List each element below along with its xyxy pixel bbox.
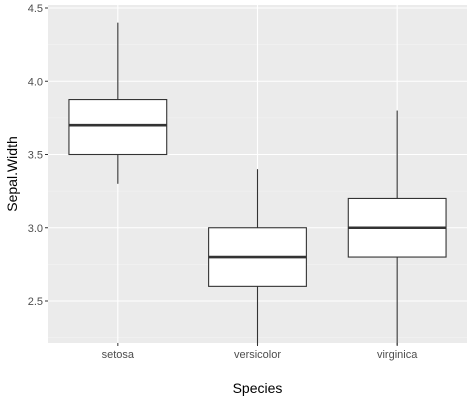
box-virginica	[347, 110, 447, 345]
x-axis: setosa versicolor virginica	[102, 343, 418, 361]
y-tick-label: 4.5	[28, 3, 43, 15]
y-axis: 2.5 3.0 3.5 4.0 4.5	[28, 3, 48, 308]
x-tick-label-virginica: virginica	[377, 349, 418, 361]
y-axis-title: Sepal.Width	[4, 136, 20, 211]
box-versicolor	[208, 169, 307, 345]
x-axis-title: Species	[233, 380, 283, 396]
box-setosa	[68, 22, 168, 184]
boxes	[68, 22, 447, 345]
x-tick-label-setosa: setosa	[102, 349, 135, 361]
y-tick-label: 3.0	[28, 223, 43, 235]
y-tick-label: 3.5	[28, 150, 43, 162]
y-tick-label: 4.0	[28, 76, 43, 88]
x-tick-label-versicolor: versicolor	[234, 349, 281, 361]
y-tick-label: 2.5	[28, 296, 43, 308]
box-body	[68, 99, 168, 156]
